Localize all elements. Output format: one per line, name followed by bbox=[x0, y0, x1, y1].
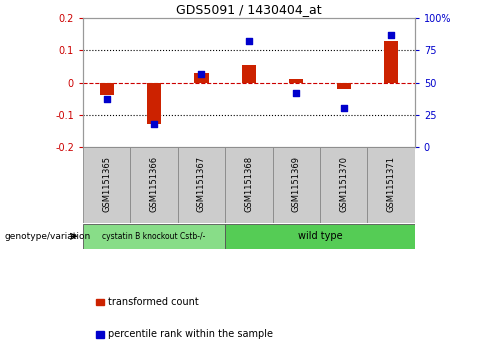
Point bbox=[150, 121, 158, 127]
Bar bbox=[384, 41, 398, 83]
Text: cystatin B knockout Cstb-/-: cystatin B knockout Cstb-/- bbox=[102, 232, 206, 241]
Text: GSM1151369: GSM1151369 bbox=[292, 156, 301, 212]
Text: GSM1151366: GSM1151366 bbox=[149, 155, 159, 212]
Text: percentile rank within the sample: percentile rank within the sample bbox=[108, 329, 273, 339]
Bar bbox=[225, 224, 415, 249]
Bar bbox=[273, 147, 320, 223]
Point bbox=[103, 97, 111, 102]
Text: GSM1151370: GSM1151370 bbox=[339, 156, 348, 212]
Text: GSM1151365: GSM1151365 bbox=[102, 156, 111, 212]
Point bbox=[198, 71, 205, 77]
Title: GDS5091 / 1430404_at: GDS5091 / 1430404_at bbox=[176, 3, 322, 16]
Text: wild type: wild type bbox=[298, 231, 342, 241]
Point bbox=[292, 90, 300, 96]
Bar bbox=[320, 147, 367, 223]
Bar bbox=[225, 147, 273, 223]
Bar bbox=[147, 83, 161, 125]
Bar bbox=[83, 147, 130, 223]
Bar bbox=[242, 65, 256, 83]
Text: GSM1151368: GSM1151368 bbox=[244, 155, 253, 212]
Point bbox=[245, 38, 253, 44]
Bar bbox=[130, 147, 178, 223]
Text: GSM1151367: GSM1151367 bbox=[197, 155, 206, 212]
Text: genotype/variation: genotype/variation bbox=[5, 232, 91, 241]
Bar bbox=[367, 147, 415, 223]
Point bbox=[387, 32, 395, 38]
Bar bbox=[337, 83, 351, 89]
Bar bbox=[96, 298, 104, 305]
Bar bbox=[178, 147, 225, 223]
Bar bbox=[289, 79, 304, 83]
Bar bbox=[194, 73, 208, 83]
Point bbox=[340, 105, 347, 111]
Bar bbox=[83, 224, 225, 249]
Bar bbox=[96, 331, 104, 338]
Text: transformed count: transformed count bbox=[108, 297, 199, 307]
Bar bbox=[100, 83, 114, 95]
Text: GSM1151371: GSM1151371 bbox=[386, 156, 396, 212]
